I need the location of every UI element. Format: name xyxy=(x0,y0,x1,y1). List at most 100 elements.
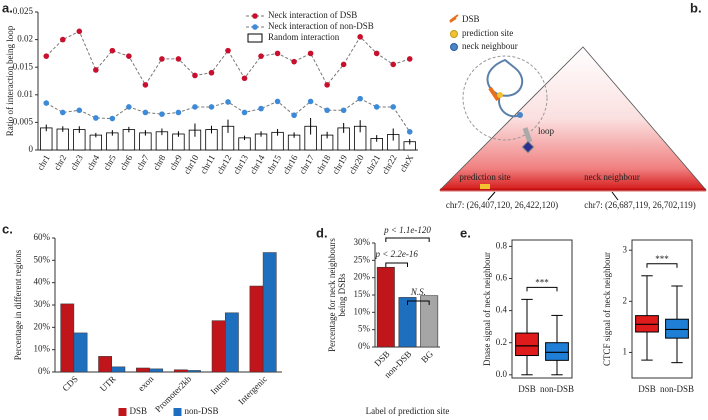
panel-label: d. xyxy=(316,225,328,240)
y-tick-label: 2 xyxy=(623,295,628,305)
bar xyxy=(398,297,417,348)
point xyxy=(258,105,264,112)
bar xyxy=(98,356,112,373)
point xyxy=(76,107,83,114)
significance-bracket xyxy=(385,237,430,242)
box xyxy=(545,342,569,361)
point xyxy=(340,61,347,68)
point xyxy=(357,34,363,40)
legend-swatch xyxy=(252,24,258,30)
y-tick-label: 50% xyxy=(34,254,51,264)
x-tick-label: chr18 xyxy=(314,153,333,176)
bar xyxy=(211,320,226,373)
bar xyxy=(149,368,164,373)
legend-swatch xyxy=(247,33,263,43)
x-tick-label: DSB xyxy=(518,384,536,394)
point xyxy=(406,128,413,135)
x-tick-label: chr10 xyxy=(182,153,201,176)
x-tick-label: Intergenic xyxy=(236,374,269,407)
neighbour-label: neck neighbour xyxy=(584,172,640,182)
plot-frame xyxy=(511,239,573,379)
bar xyxy=(187,370,201,373)
x-tick-label: exon xyxy=(136,373,156,393)
legend-swatch xyxy=(173,408,182,416)
point xyxy=(175,109,182,116)
y-tick-label: 0.6 xyxy=(496,273,508,283)
point xyxy=(291,58,297,65)
x-tick-label: chr8 xyxy=(151,153,168,172)
bar xyxy=(173,369,188,373)
x-tick-label: UTR xyxy=(98,374,118,394)
annotation: p < 2.2e-16 xyxy=(375,249,419,259)
legend-label: DSB xyxy=(462,14,480,24)
significance-bracket xyxy=(385,262,408,267)
legend-label: Neck interaction of DSB xyxy=(268,10,357,20)
y-tick-label: 0% xyxy=(38,366,51,376)
panel-label: b. xyxy=(690,0,702,15)
y-tick-label: 0.025 xyxy=(13,6,34,16)
point xyxy=(307,50,314,57)
point xyxy=(241,109,248,116)
box xyxy=(665,318,689,339)
point xyxy=(307,98,314,105)
significance-bracket xyxy=(646,263,678,268)
point xyxy=(373,104,380,110)
point xyxy=(390,104,397,110)
legend-label: prediction site xyxy=(462,28,513,38)
x-tick-label: BG xyxy=(419,348,435,364)
bar xyxy=(111,366,126,373)
x-tick-label: non-DSB xyxy=(540,384,574,394)
y-tick-label: 0.0 xyxy=(496,369,508,379)
panel-label: c. xyxy=(2,221,13,236)
point xyxy=(324,82,330,88)
point xyxy=(258,53,264,59)
point xyxy=(142,109,149,116)
y-tick-label: 20% xyxy=(34,321,51,331)
y-tick-label: 0 xyxy=(29,144,34,154)
point xyxy=(43,100,50,106)
y-tick-label: 0.005 xyxy=(13,116,34,126)
point xyxy=(59,109,66,116)
x-tick-label: chr2 xyxy=(52,153,69,172)
annotation: N.S. xyxy=(410,287,426,297)
x-tick-label: chr6 xyxy=(118,153,135,172)
series-line xyxy=(45,30,410,86)
bar xyxy=(56,128,69,151)
annotation: p < 1.1e-120 xyxy=(383,225,431,235)
x-tick-label: Intron xyxy=(208,373,231,396)
y-tick-label: 0.2 xyxy=(496,337,507,347)
panel-label: a. xyxy=(2,0,13,15)
point xyxy=(324,107,330,114)
point xyxy=(291,112,297,119)
bar xyxy=(73,332,88,373)
x-tick-label: chr19 xyxy=(330,153,349,176)
y-tick-label: 30% xyxy=(354,237,371,247)
point xyxy=(192,104,198,110)
point xyxy=(175,56,182,62)
legend-swatch xyxy=(118,408,127,416)
y-tick-label: 1 xyxy=(623,347,628,357)
y-tick-label: 0.4 xyxy=(496,305,508,315)
annotation: *** xyxy=(655,254,669,264)
y-tick-label: 0.02 xyxy=(17,34,33,44)
neighbour-coord: chr7: (26,687,119, 26,702,119) xyxy=(584,200,696,210)
annotation: *** xyxy=(535,277,549,287)
y-tick-label: 5% xyxy=(358,324,371,334)
y-tick-label: 25% xyxy=(354,254,371,264)
y-axis-label: Percentage in different regions xyxy=(13,249,23,361)
hic-diagram: DSB prediction site neck neighbour loop … xyxy=(439,14,707,210)
y-tick-label: 30% xyxy=(34,299,51,309)
bar xyxy=(60,303,75,373)
loop-label: loop xyxy=(538,126,555,136)
x-tick-label: chr15 xyxy=(264,153,283,176)
x-tick-label: chr7 xyxy=(134,153,151,172)
bar xyxy=(122,129,136,151)
y-tick-label: 60% xyxy=(34,232,51,242)
point xyxy=(241,75,248,82)
y-axis-label: Percentage for neck neighbours being DSB… xyxy=(327,238,347,352)
x-tick-label: chr3 xyxy=(68,153,85,172)
point xyxy=(76,28,83,35)
point xyxy=(390,61,397,68)
point xyxy=(192,72,198,79)
